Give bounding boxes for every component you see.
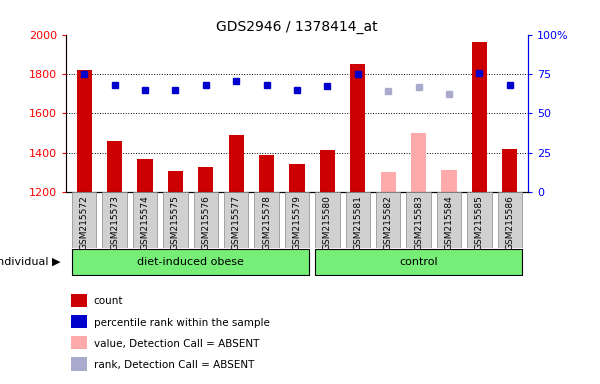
FancyBboxPatch shape	[376, 192, 400, 248]
Text: GSM215573: GSM215573	[110, 195, 119, 250]
FancyBboxPatch shape	[467, 192, 491, 248]
FancyBboxPatch shape	[163, 192, 188, 248]
Text: individual ▶: individual ▶	[0, 257, 60, 267]
Text: rank, Detection Call = ABSENT: rank, Detection Call = ABSENT	[94, 360, 254, 370]
Bar	[442, 170, 457, 192]
Text: diet-induced obese: diet-induced obese	[137, 257, 244, 267]
Bar	[107, 141, 122, 192]
Text: count: count	[94, 296, 123, 306]
Text: GSM215584: GSM215584	[445, 195, 454, 250]
FancyBboxPatch shape	[71, 336, 87, 349]
Bar	[411, 133, 426, 192]
FancyBboxPatch shape	[72, 249, 309, 275]
FancyBboxPatch shape	[194, 192, 218, 248]
Text: GSM215582: GSM215582	[383, 195, 392, 250]
Text: value, Detection Call = ABSENT: value, Detection Call = ABSENT	[94, 339, 259, 349]
Bar	[320, 150, 335, 192]
Text: GSM215572: GSM215572	[80, 195, 89, 250]
FancyBboxPatch shape	[71, 357, 87, 371]
Text: GSM215575: GSM215575	[171, 195, 180, 250]
Bar	[472, 43, 487, 192]
Text: GSM215583: GSM215583	[414, 195, 423, 250]
Text: GSM215581: GSM215581	[353, 195, 362, 250]
FancyBboxPatch shape	[71, 294, 87, 307]
FancyBboxPatch shape	[224, 192, 248, 248]
FancyBboxPatch shape	[346, 192, 370, 248]
Bar	[502, 149, 517, 192]
Text: GSM215585: GSM215585	[475, 195, 484, 250]
Bar	[198, 167, 214, 192]
Text: GSM215574: GSM215574	[140, 195, 149, 250]
Bar	[137, 159, 152, 192]
Bar	[77, 70, 92, 192]
Bar	[229, 135, 244, 192]
Text: GSM215578: GSM215578	[262, 195, 271, 250]
FancyBboxPatch shape	[133, 192, 157, 248]
FancyBboxPatch shape	[315, 192, 340, 248]
Text: GSM215579: GSM215579	[293, 195, 302, 250]
FancyBboxPatch shape	[103, 192, 127, 248]
Bar	[350, 64, 365, 192]
Title: GDS2946 / 1378414_at: GDS2946 / 1378414_at	[216, 20, 378, 33]
FancyBboxPatch shape	[254, 192, 279, 248]
Bar	[168, 171, 183, 192]
FancyBboxPatch shape	[72, 192, 97, 248]
Text: GSM215586: GSM215586	[505, 195, 514, 250]
Text: percentile rank within the sample: percentile rank within the sample	[94, 318, 269, 328]
Text: GSM215576: GSM215576	[202, 195, 211, 250]
FancyBboxPatch shape	[497, 192, 522, 248]
FancyBboxPatch shape	[406, 192, 431, 248]
Bar	[259, 155, 274, 192]
FancyBboxPatch shape	[71, 315, 87, 328]
FancyBboxPatch shape	[437, 192, 461, 248]
FancyBboxPatch shape	[285, 192, 309, 248]
Text: control: control	[399, 257, 438, 267]
Bar	[289, 164, 305, 192]
Text: GSM215577: GSM215577	[232, 195, 241, 250]
Bar	[380, 172, 396, 192]
FancyBboxPatch shape	[315, 249, 522, 275]
Text: GSM215580: GSM215580	[323, 195, 332, 250]
